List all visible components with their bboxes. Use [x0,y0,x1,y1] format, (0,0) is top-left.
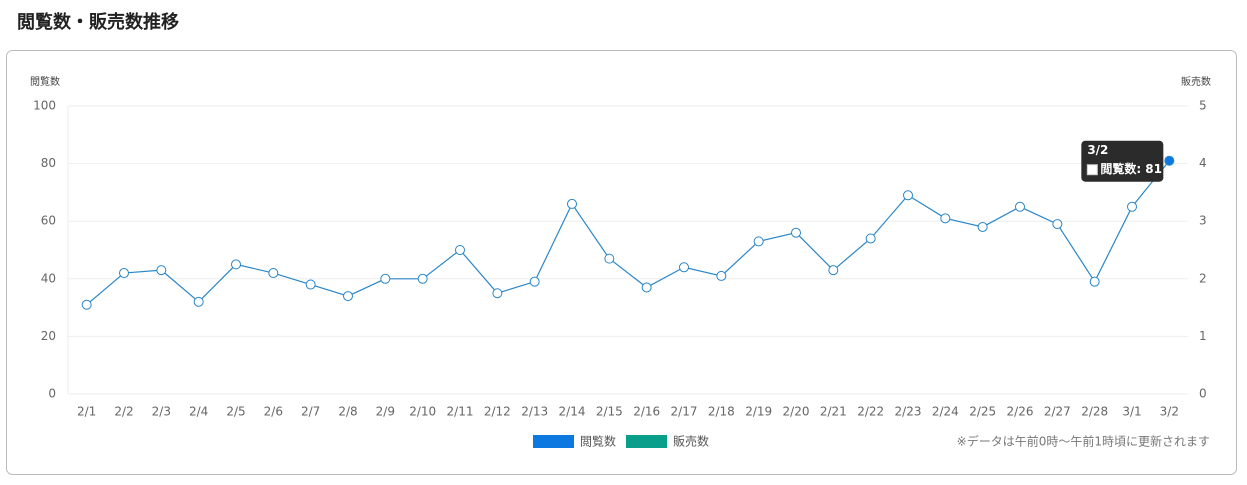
point [455,245,465,255]
point [679,262,689,273]
x-tick-label: 2/3 [152,405,171,419]
x-tick-label: 2/11 [447,405,474,419]
y2-tick-label: 4 [1199,156,1207,170]
x-tick-label: 2/1 [77,405,96,419]
x-tick-label: 2/5 [226,405,245,419]
y-tick-label: 60 [41,214,56,228]
x-tick-label: 2/6 [264,405,283,419]
point [119,268,129,279]
x-tick-label: 2/24 [932,405,959,419]
point [1089,276,1100,287]
y-tick-label: 100 [33,99,56,113]
series-line [86,160,1170,306]
point [529,276,540,287]
point [903,190,913,201]
legend-label: 販売数 [673,434,709,449]
point [305,279,316,290]
tooltip-box [1081,140,1164,182]
note: ※データは午前0時〜午前1時頃に更新されます [957,434,1210,449]
x-tick-label: 2/8 [338,405,357,419]
y-tick-label: 40 [41,271,56,285]
x-tick-label: 2/28 [1081,405,1108,419]
x-tick-label: 2/15 [596,405,623,419]
x-tick-label: 2/4 [189,405,208,419]
x-tick-label: 2/20 [783,405,810,419]
point [1015,201,1025,212]
point [791,227,801,238]
point [156,265,167,276]
x-tick-label: 2/22 [857,405,884,419]
point [604,253,615,264]
x-tick-label: 2/9 [376,405,395,419]
tooltip-swatch [1086,164,1098,176]
point [268,268,279,279]
point [380,273,391,284]
tooltip-title: 3/2 [1087,143,1108,157]
y-tick-label: 80 [41,156,56,170]
point [193,296,204,307]
x-tick-label: 2/10 [409,405,436,419]
y2-tick-label: 5 [1199,99,1207,113]
y2-tick-label: 1 [1199,329,1207,343]
x-tick-label: 2/12 [484,405,511,419]
legend-swatch [533,435,574,448]
x-tick-label: 3/2 [1160,405,1179,419]
point [641,282,652,293]
legend-label: 閲覧数 [580,434,616,449]
x-tick-label: 2/21 [820,405,847,419]
point [567,198,577,209]
x-tick-label: 2/17 [671,405,698,419]
point [231,259,241,270]
x-tick-label: 2/14 [559,405,586,419]
x-tick-label: 2/13 [521,405,548,419]
page-title: 閲覧数・販売数推移 [17,11,179,33]
y-axis-title: 閲覧数 [30,75,60,88]
y-tick-label: 0 [48,387,56,401]
point [865,233,876,244]
legend-swatch [626,435,667,448]
point [492,288,503,299]
tooltip: 3/2 閲覧数: 81 [1081,140,1164,182]
x-tick-label: 2/19 [745,405,772,419]
point [81,299,92,310]
y-tick-label: 20 [41,329,56,343]
point [1127,201,1137,212]
x-tick-label: 2/7 [301,405,320,419]
point [1052,219,1063,230]
point [1164,155,1175,166]
point [716,270,727,281]
card [6,50,1237,475]
point [343,291,353,302]
y2-axis-title: 販売数 [1181,75,1211,88]
x-tick-label: 2/18 [708,405,735,419]
x-tick-label: 2/27 [1044,405,1071,419]
x-tick-label: 2/25 [969,405,996,419]
x-tick-label: 3/1 [1122,405,1141,419]
y2-tick-label: 0 [1199,387,1207,401]
x-tick-label: 2/2 [114,405,133,419]
x-tick-label: 2/16 [633,405,660,419]
point [417,273,428,284]
tooltip-label: 閲覧数: 81 [1100,161,1162,176]
point [977,221,988,232]
point [828,265,839,276]
x-tick-label: 2/23 [895,405,922,419]
point [753,236,764,247]
y2-tick-label: 3 [1199,214,1207,228]
y2-tick-label: 2 [1199,271,1207,285]
point [940,213,951,224]
x-tick-label: 2/26 [1007,405,1034,419]
